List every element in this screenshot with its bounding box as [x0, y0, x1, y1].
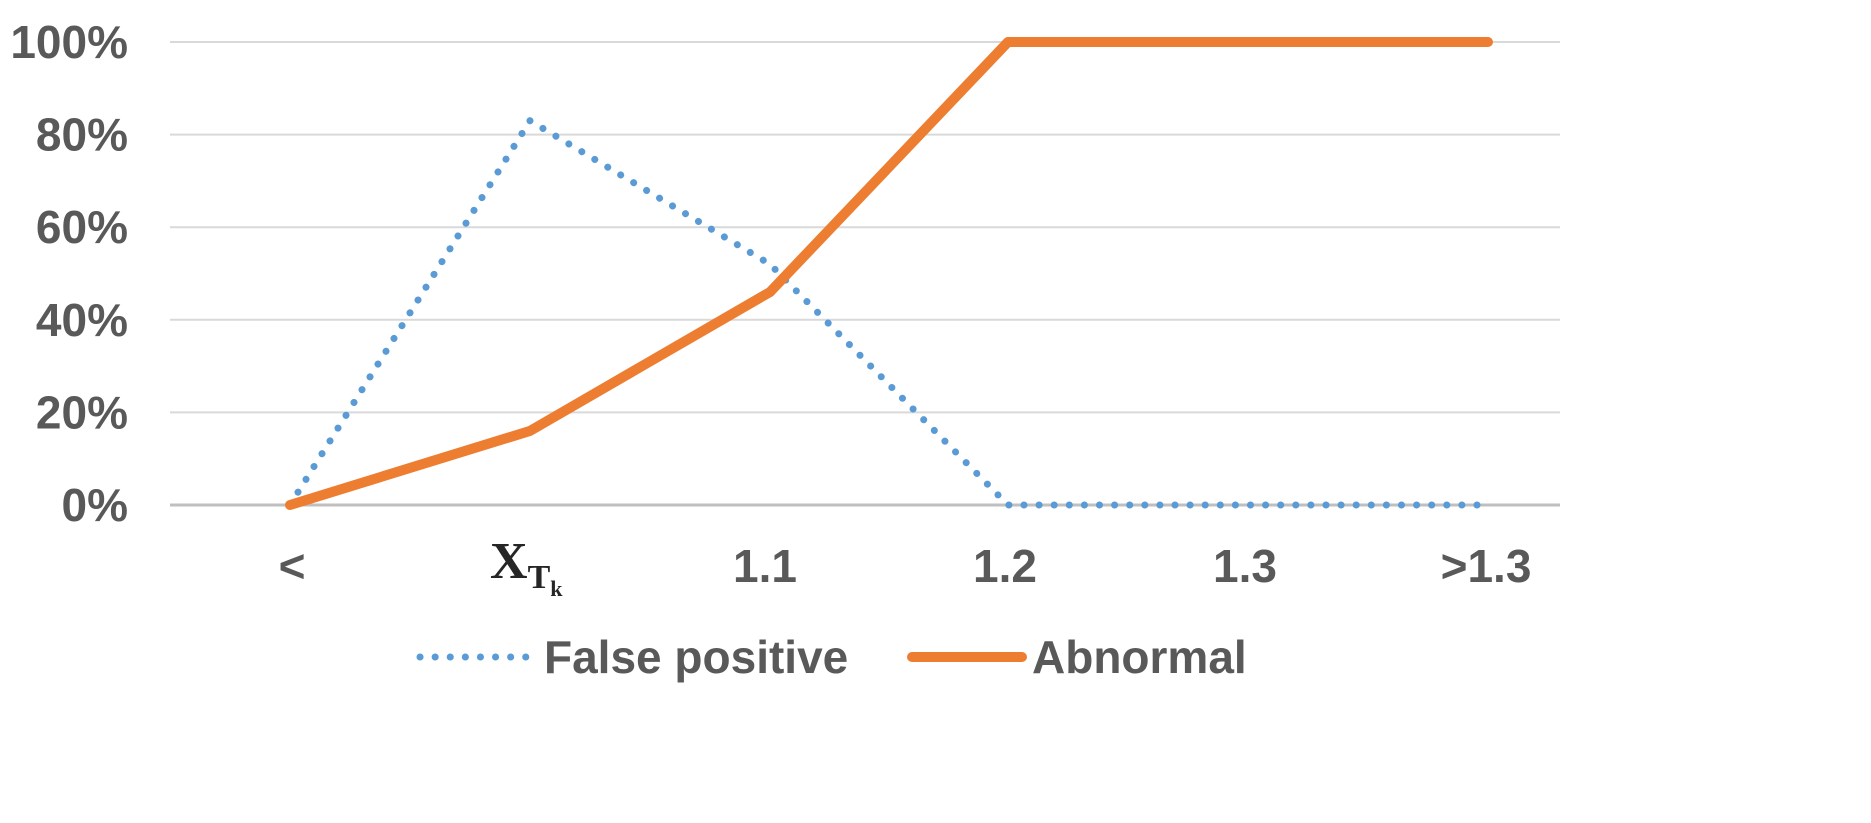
y-tick-label: 60% — [36, 201, 128, 253]
x-axis-tick-labels: < XTk 1.1 1.2 1.3 >1.3 — [279, 533, 1532, 601]
x-tick-label-1-2: 1.2 — [973, 540, 1037, 592]
y-tick-label: 0% — [62, 479, 128, 531]
legend-label-abnormal: Abnormal — [1032, 631, 1247, 683]
y-tick-label: 100% — [10, 16, 128, 68]
x-tick-label-1-1: 1.1 — [733, 540, 797, 592]
x-tick-label-1-3: 1.3 — [1213, 540, 1277, 592]
y-tick-label: 20% — [36, 386, 128, 438]
legend-label-false-positive: False positive — [544, 631, 848, 683]
legend: False positive Abnormal — [416, 631, 1247, 683]
x-tick-label-xtk: XTk — [490, 533, 563, 601]
series-line-abnormal — [285, 37, 1493, 510]
x-tick-label-gt-1-3: >1.3 — [1441, 540, 1532, 592]
y-tick-label: 40% — [36, 294, 128, 346]
gridlines — [170, 41, 1560, 507]
x-tick-label-lt: < — [279, 540, 306, 592]
y-axis-tick-labels: 0% 20% 40% 60% 80% 100% — [10, 16, 128, 531]
y-tick-label: 80% — [36, 109, 128, 161]
series-line-false-positive — [286, 117, 1492, 509]
series-group — [285, 37, 1493, 510]
